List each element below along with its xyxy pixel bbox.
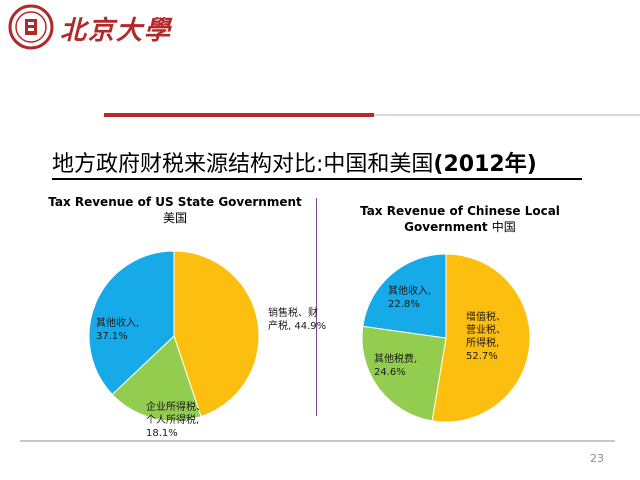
pie-label-line-1-1-0: 其他税费, xyxy=(374,352,417,365)
university-name-logo: 北京大學 xyxy=(60,16,173,46)
pie-label-line-1-0-3: 52.7% xyxy=(466,351,498,362)
slide-title-main: 地方政府财税来源结构对比:中国和美国 xyxy=(52,152,434,177)
pie-slice-0-1 xyxy=(111,335,202,422)
us-chart-subtitle: 美国 xyxy=(162,211,187,225)
pie-label-1-2: 其他收入, 22.8% xyxy=(388,284,431,310)
cn-chart-subtitle-prefix: Government xyxy=(404,220,488,234)
pie-label-line-0-1-2: 18.1% xyxy=(146,428,178,439)
pie-label-line-1-2-1: 22.8% xyxy=(388,299,420,310)
pie-slice-1-1 xyxy=(361,325,447,422)
slide-title: 地方政府财税来源结构对比:中国和美国(2012年) xyxy=(52,146,537,178)
pie-label-line-0-2-1: 37.1% xyxy=(96,331,128,342)
pie-slice-1-2 xyxy=(362,253,447,339)
pie-label-line-0-0-0: 销售税、财 xyxy=(268,306,318,319)
us-chart-title: Tax Revenue of US State Government 美国 xyxy=(40,194,310,226)
us-pie-chart: 销售税、财产税, 44.9% 企业所得税、个人所得税, 18.1% 其他收入, 37.1… xyxy=(88,250,326,439)
cn-pie-chart: 增值税、营业税、所得税, 52.7% 其他税费, 24.6% 其他收入, 22.8% xyxy=(361,253,531,423)
us-chart-title-line: Tax Revenue of US State Government xyxy=(48,195,302,209)
page-number: 23 xyxy=(590,452,604,465)
pie-label-0-2: 其他收入, 37.1% xyxy=(96,316,139,342)
pie-label-line-0-2-0: 其他收入, xyxy=(96,316,139,329)
header-accent-bar xyxy=(104,113,374,117)
pie-label-line-0-1-0: 企业所得税、 xyxy=(146,400,206,413)
pie-label-0-0: 销售税、财产税, 44.9% xyxy=(268,306,326,332)
chart-divider xyxy=(316,198,317,416)
pie-label-line-0-1-1: 个人所得税, xyxy=(146,413,199,426)
cn-chart-subtitle: 中国 xyxy=(491,220,516,234)
pie-label-0-1: 企业所得税、个人所得税, 18.1% xyxy=(146,400,206,439)
pie-label-line-1-1-1: 24.6% xyxy=(374,367,406,378)
pie-slice-0-0 xyxy=(173,250,260,418)
pie-label-1-0: 增值税、营业税、所得税, 52.7% xyxy=(466,310,506,362)
pie-label-line-0-0-1: 产税, 44.9% xyxy=(268,319,326,332)
pie-label-line-1-0-2: 所得税, xyxy=(466,336,499,349)
pie-slice-0-2 xyxy=(88,250,175,396)
title-underline xyxy=(52,178,582,180)
slide-title-year: (2012年) xyxy=(433,152,537,177)
pie-label-line-1-2-0: 其他收入, xyxy=(388,284,431,297)
cn-chart-title-line: Tax Revenue of Chinese Local xyxy=(360,204,560,218)
pie-label-line-1-0-1: 营业税、 xyxy=(466,323,506,336)
cn-chart-title: Tax Revenue of Chinese Local Government … xyxy=(340,203,580,235)
university-seal-logo xyxy=(8,4,54,50)
pie-label-line-1-0-0: 增值税、 xyxy=(466,310,506,323)
footer-line xyxy=(20,440,615,442)
pie-label-1-1: 其他税费, 24.6% xyxy=(374,352,417,378)
pie-slice-1-0 xyxy=(431,253,531,423)
